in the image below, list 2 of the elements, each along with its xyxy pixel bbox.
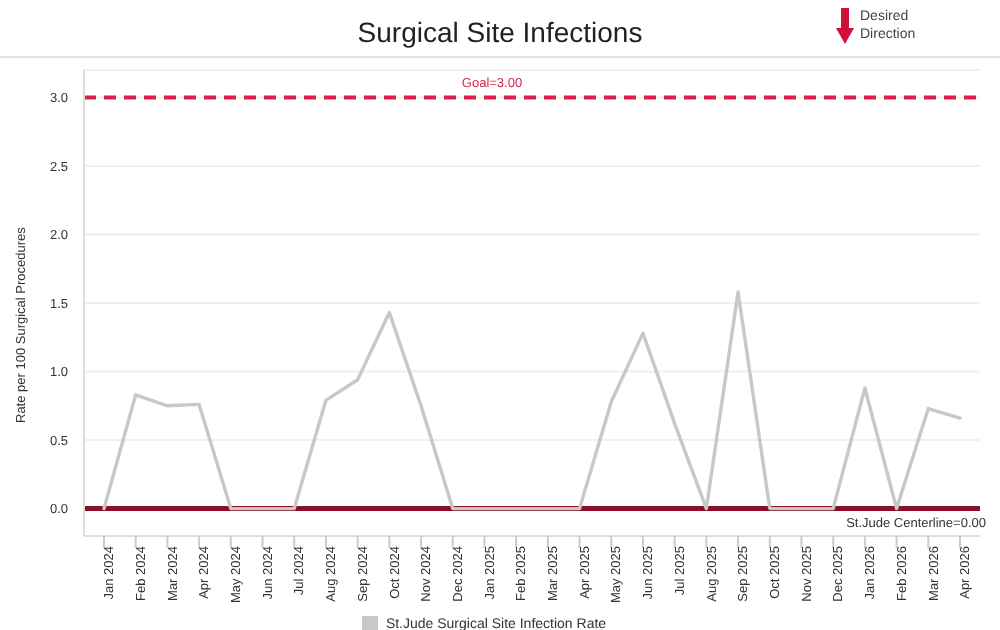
line-series xyxy=(102,290,962,511)
chart-title: Surgical Site Infections xyxy=(357,16,643,48)
